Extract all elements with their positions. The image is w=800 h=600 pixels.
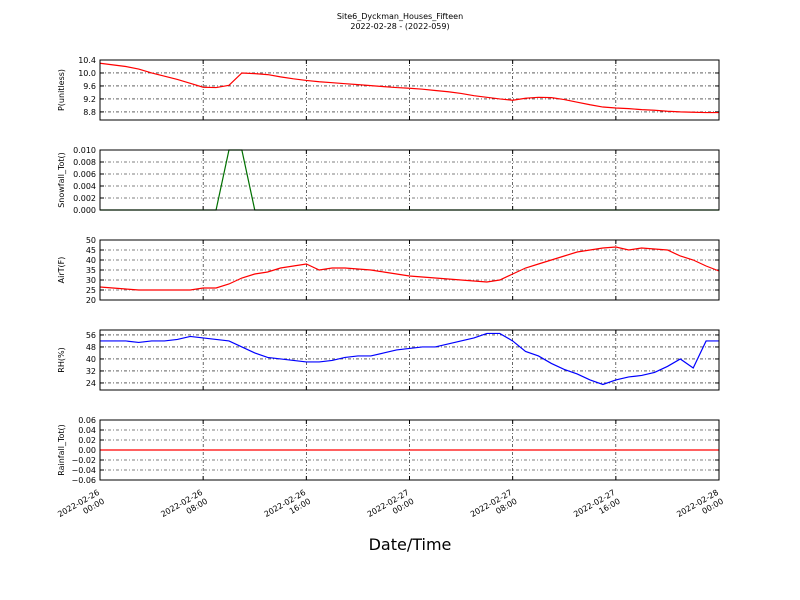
y-axis-label: AirT(F): [57, 257, 66, 284]
y-tick-label: 40: [86, 256, 96, 265]
y-tick-label: 0.06: [78, 416, 96, 425]
y-tick-label: 0.002: [73, 194, 96, 203]
y-tick-label: 56: [86, 331, 96, 340]
axes-frame: [99, 59, 720, 121]
y-tick-label: 9.6: [83, 82, 96, 91]
y-tick-label: −0.02: [71, 456, 96, 465]
y-axis-label: Rainfall_Tot(): [57, 424, 66, 476]
data-line: [99, 246, 720, 291]
y-tick-label: 9.2: [83, 95, 96, 104]
chart-title: Site6_Dyckman_Houses_Fifteen: [337, 12, 463, 21]
y-tick-label: 8.8: [83, 108, 96, 117]
y-tick-label: 0.004: [73, 182, 96, 191]
y-axis-label: P(unitless): [57, 69, 66, 111]
y-tick-label: 0.04: [78, 426, 96, 435]
y-tick-label: 10.0: [78, 69, 96, 78]
y-tick-label: 0.000: [73, 206, 96, 215]
y-tick-label: 40: [86, 355, 96, 364]
axes-frame: [99, 419, 720, 481]
y-tick-label: 25: [86, 286, 96, 295]
y-tick-label: 0.010: [73, 146, 96, 155]
axes-frame: [99, 329, 720, 391]
axes-frame: [99, 239, 720, 301]
y-tick-label: 30: [86, 276, 96, 285]
y-tick-label: 0.008: [73, 158, 96, 167]
y-tick-label: 0.00: [78, 446, 96, 455]
y-tick-label: 10.4: [78, 56, 96, 65]
data-line: [99, 62, 719, 114]
y-tick-label: 32: [86, 367, 96, 376]
y-tick-label: 45: [86, 246, 96, 255]
chart-subtitle: 2022-02-28 - (2022-059): [350, 22, 449, 31]
y-axis-label: RH(%): [57, 347, 66, 372]
y-tick-label: 0.02: [78, 436, 96, 445]
y-tick-label: 50: [86, 236, 96, 245]
y-tick-label: 48: [86, 343, 96, 352]
y-tick-label: −0.06: [71, 476, 96, 485]
data-line: [100, 332, 719, 386]
axes-frame: [99, 149, 720, 211]
y-axis-label: Snowfall_Tot(): [57, 152, 66, 208]
x-axis-label: Date/Time: [369, 535, 452, 554]
y-tick-label: 35: [86, 266, 96, 275]
y-tick-label: 20: [86, 296, 96, 305]
y-tick-label: −0.04: [71, 466, 96, 475]
y-tick-label: 24: [86, 379, 96, 388]
y-tick-label: 0.006: [73, 170, 96, 179]
